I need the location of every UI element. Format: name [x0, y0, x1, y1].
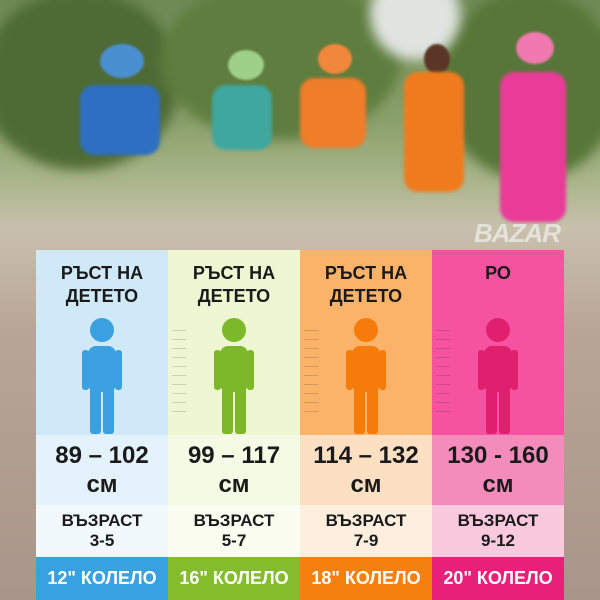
height-range: 114 – 132 см [300, 435, 432, 505]
child-silhouette-icon [214, 318, 254, 434]
ruler-ticks [304, 330, 318, 420]
age-value: 5-7 [221, 531, 247, 550]
size-chart: РЪСТ НА ДЕТЕТО 89 – 102 см ВЪЗРАСТ 3-5 12… [36, 250, 564, 600]
child-body [500, 72, 566, 222]
child-head [228, 50, 264, 80]
age-label: ВЪЗРАСТ [61, 511, 143, 530]
column-heading: РЪСТ НА ДЕТЕТО [168, 250, 300, 435]
bike-size: 20" КОЛЕЛО [432, 557, 564, 600]
size-column: РЪСТ НА ДЕТЕТО 114 – 132 см ВЪЗРАСТ 7-9 1… [300, 250, 432, 600]
child-silhouette-icon [82, 318, 122, 434]
column-heading: РЪСТ НА ДЕТЕТО [36, 250, 168, 435]
ruler-ticks [172, 330, 186, 420]
child-head [424, 44, 450, 74]
child-head [318, 44, 352, 74]
ruler-ticks [436, 330, 450, 420]
age-range: ВЪЗРАСТ 3-5 [36, 505, 168, 557]
height-range: 99 – 117 см [168, 435, 300, 505]
watermark-logo: BAZAR [474, 218, 561, 248]
heading-text: РО [485, 263, 511, 283]
heading-text: РЪСТ НА ДЕТЕТО [324, 263, 408, 306]
heading-text: РЪСТ НА ДЕТЕТО [192, 263, 276, 306]
size-column: РЪСТ НА ДЕТЕТО 99 – 117 см ВЪЗРАСТ 5-7 16… [168, 250, 300, 600]
height-range: 130 - 160 см [432, 435, 564, 505]
child-body [80, 85, 160, 155]
child-head [100, 44, 144, 78]
age-range: ВЪЗРАСТ 5-7 [168, 505, 300, 557]
age-value: 7-9 [353, 531, 379, 550]
child-body [300, 78, 366, 148]
bike-size: 12" КОЛЕЛО [36, 557, 168, 600]
height-range: 89 – 102 см [36, 435, 168, 505]
age-value: 9-12 [480, 531, 516, 550]
age-range: ВЪЗРАСТ 9-12 [432, 505, 564, 557]
bike-size: 16" КОЛЕЛО [168, 557, 300, 600]
bike-size: 18" КОЛЕЛО [300, 557, 432, 600]
age-value: 3-5 [89, 531, 115, 550]
age-label: ВЪЗРАСТ [325, 511, 407, 530]
column-heading: РО [432, 250, 564, 435]
age-range: ВЪЗРАСТ 7-9 [300, 505, 432, 557]
size-column: РЪСТ НА ДЕТЕТО 89 – 102 см ВЪЗРАСТ 3-5 12… [36, 250, 168, 600]
child-silhouette-icon [478, 318, 518, 434]
age-label: ВЪЗРАСТ [193, 511, 275, 530]
child-silhouette-icon [346, 318, 386, 434]
child-body [212, 85, 272, 150]
child-body [404, 72, 464, 192]
size-column: РО 130 - 160 см ВЪЗРАСТ 9-12 20" КОЛЕЛО [432, 250, 564, 600]
age-label: ВЪЗРАСТ [457, 511, 539, 530]
heading-text: РЪСТ НА ДЕТЕТО [60, 263, 144, 306]
child-head [516, 32, 554, 64]
column-heading: РЪСТ НА ДЕТЕТО [300, 250, 432, 435]
